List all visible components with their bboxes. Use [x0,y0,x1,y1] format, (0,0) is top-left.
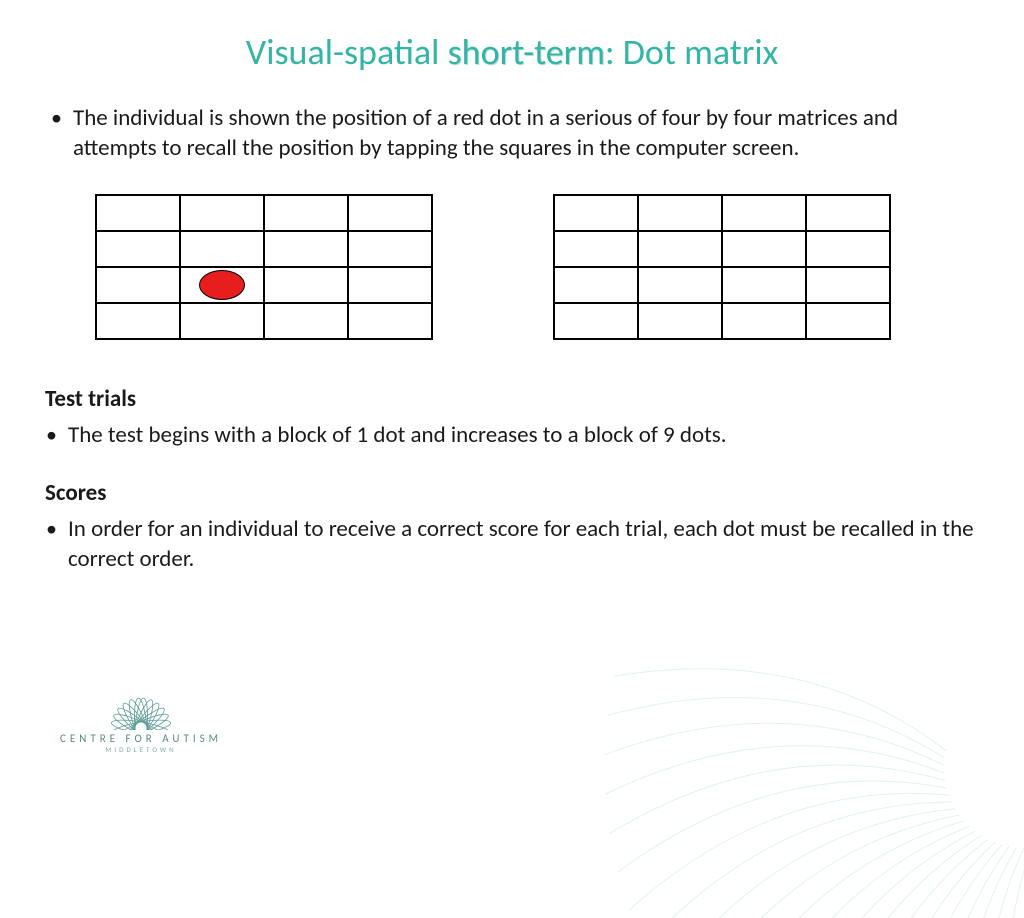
matrix-cell [180,303,264,339]
matrix-cell [722,303,806,339]
matrix-cell [348,195,432,231]
intro-block: The individual is shown the position of … [40,104,984,164]
matrix-cell [264,267,348,303]
matrix-left [95,194,433,340]
matrix-cell [96,303,180,339]
matrix-cell [180,267,264,303]
matrix-cell [554,303,638,339]
matrix-cell [180,231,264,267]
matrix-cell [554,195,638,231]
matrix-cell [348,303,432,339]
matrix-cell [638,231,722,267]
matrix-cell [722,231,806,267]
matrix-cell [180,195,264,231]
logo-fan-icon [96,680,186,730]
intro-bullet: The individual is shown the position of … [45,104,984,164]
matrix-cell [554,231,638,267]
matrix-cell [348,231,432,267]
matrix-cell [264,303,348,339]
matrix-cell [722,195,806,231]
red-dot [199,270,245,300]
matrix-cell [638,195,722,231]
matrix-cell [264,231,348,267]
slide: Visual-spatial short-term: Dot matrix Th… [0,0,1024,768]
matrix-cell [638,303,722,339]
matrices-row [40,194,984,340]
logo: CENTRE FOR AUTISM MIDDLETOWN [60,680,222,754]
matrix-cell [638,267,722,303]
matrix-cell [806,267,890,303]
bullet-scores: In order for an individual to receive a … [40,515,984,575]
matrix-cell [96,267,180,303]
section-test-trials: Test trials The test begins with a block… [40,385,984,451]
logo-subtext: MIDDLETOWN [60,745,222,754]
title-suffix: : Dot matrix [605,30,778,74]
section-scores: Scores In order for an individual to rec… [40,479,984,575]
heading-scores: Scores [40,479,984,507]
slide-title: Visual-spatial short-term: Dot matrix [40,30,984,74]
matrix-right [553,194,891,340]
bullet-test-trials: The test begins with a block of 1 dot an… [40,421,984,451]
matrix-cell [96,231,180,267]
logo-text: CENTRE FOR AUTISM [60,732,222,745]
matrix-cell [554,267,638,303]
matrix-cell [264,195,348,231]
matrix-cell [348,267,432,303]
heading-test-trials: Test trials [40,385,984,413]
matrix-cell [96,195,180,231]
matrix-cell [806,303,890,339]
matrix-cell [806,195,890,231]
title-prefix: Visual-spatial [246,30,448,74]
matrix-cell [806,231,890,267]
matrix-cell [722,267,806,303]
title-emphasis: short-term [448,30,605,74]
